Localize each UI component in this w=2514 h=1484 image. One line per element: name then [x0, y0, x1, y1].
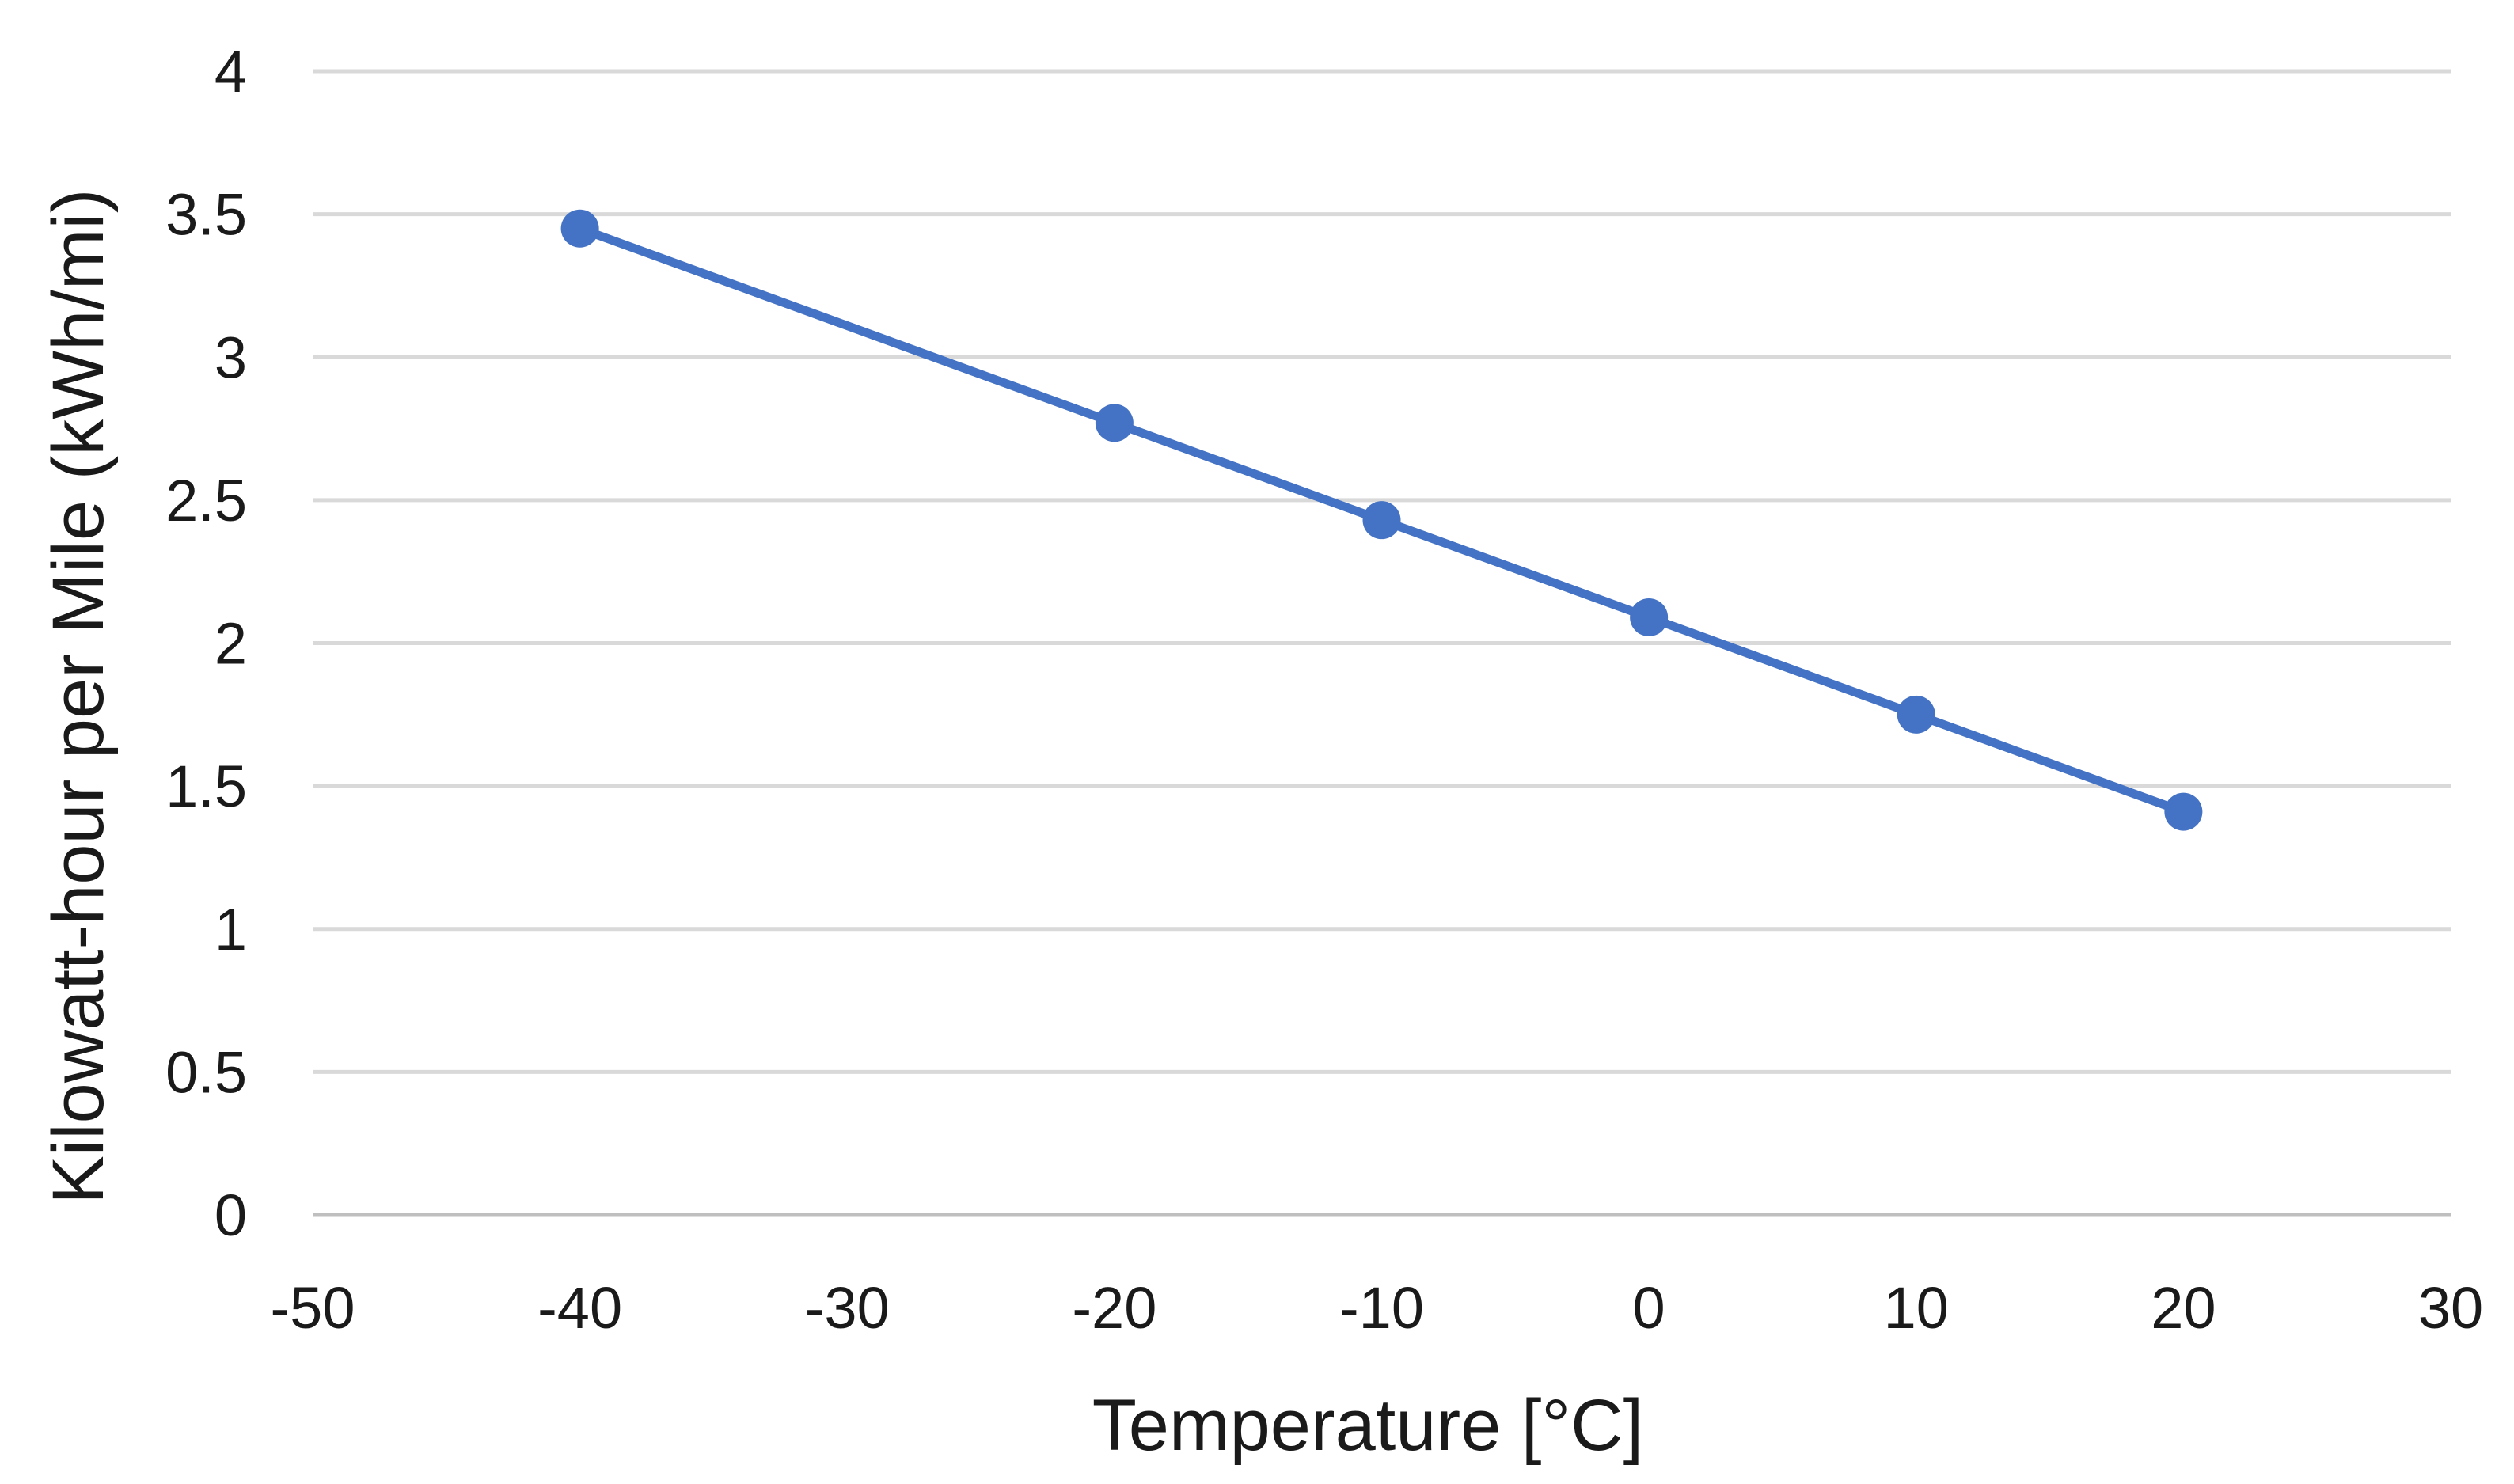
y-axis-title: Kilowatt-hour per Mile (kWh/mi): [38, 188, 119, 1204]
y-tick-label: 0.5: [165, 1039, 247, 1105]
series-group: [560, 209, 2203, 831]
data-point: [2164, 792, 2203, 831]
x-axis-title: Temperature [°C]: [1092, 1385, 1643, 1466]
y-tick-label: 4: [215, 39, 247, 104]
x-tick-label: -10: [1339, 1275, 1424, 1341]
series-line: [575, 224, 2188, 817]
y-tick-label: 2: [215, 611, 247, 677]
x-axis-ticks: -50 -40 -30 -20 -10 0 10 20 30: [271, 1275, 2484, 1341]
x-tick-label: 30: [2418, 1275, 2483, 1341]
x-tick-label: 10: [1884, 1275, 1949, 1341]
data-point: [560, 209, 599, 248]
x-tick-label: -40: [537, 1275, 622, 1341]
y-tick-label: 1: [215, 897, 247, 962]
y-axis-ticks: 0 0.5 1 1.5 2 2.5 3 3.5 4: [165, 39, 247, 1248]
y-tick-label: 3.5: [165, 182, 247, 248]
y-tick-label: 2.5: [165, 468, 247, 533]
y-tick-label: 3: [215, 325, 247, 390]
x-tick-label: 20: [2151, 1275, 2216, 1341]
data-point: [1897, 695, 1935, 734]
x-tick-label: -50: [271, 1275, 355, 1341]
gridlines: [313, 69, 2451, 1217]
x-tick-label: 0: [1633, 1275, 1665, 1341]
x-tick-label: -30: [805, 1275, 890, 1341]
y-tick-label: 0: [215, 1182, 247, 1248]
x-tick-label: -20: [1072, 1275, 1156, 1341]
data-point: [1095, 404, 1134, 442]
y-tick-label: 1.5: [165, 753, 247, 819]
data-point: [1362, 501, 1401, 540]
data-point: [1630, 598, 1669, 636]
